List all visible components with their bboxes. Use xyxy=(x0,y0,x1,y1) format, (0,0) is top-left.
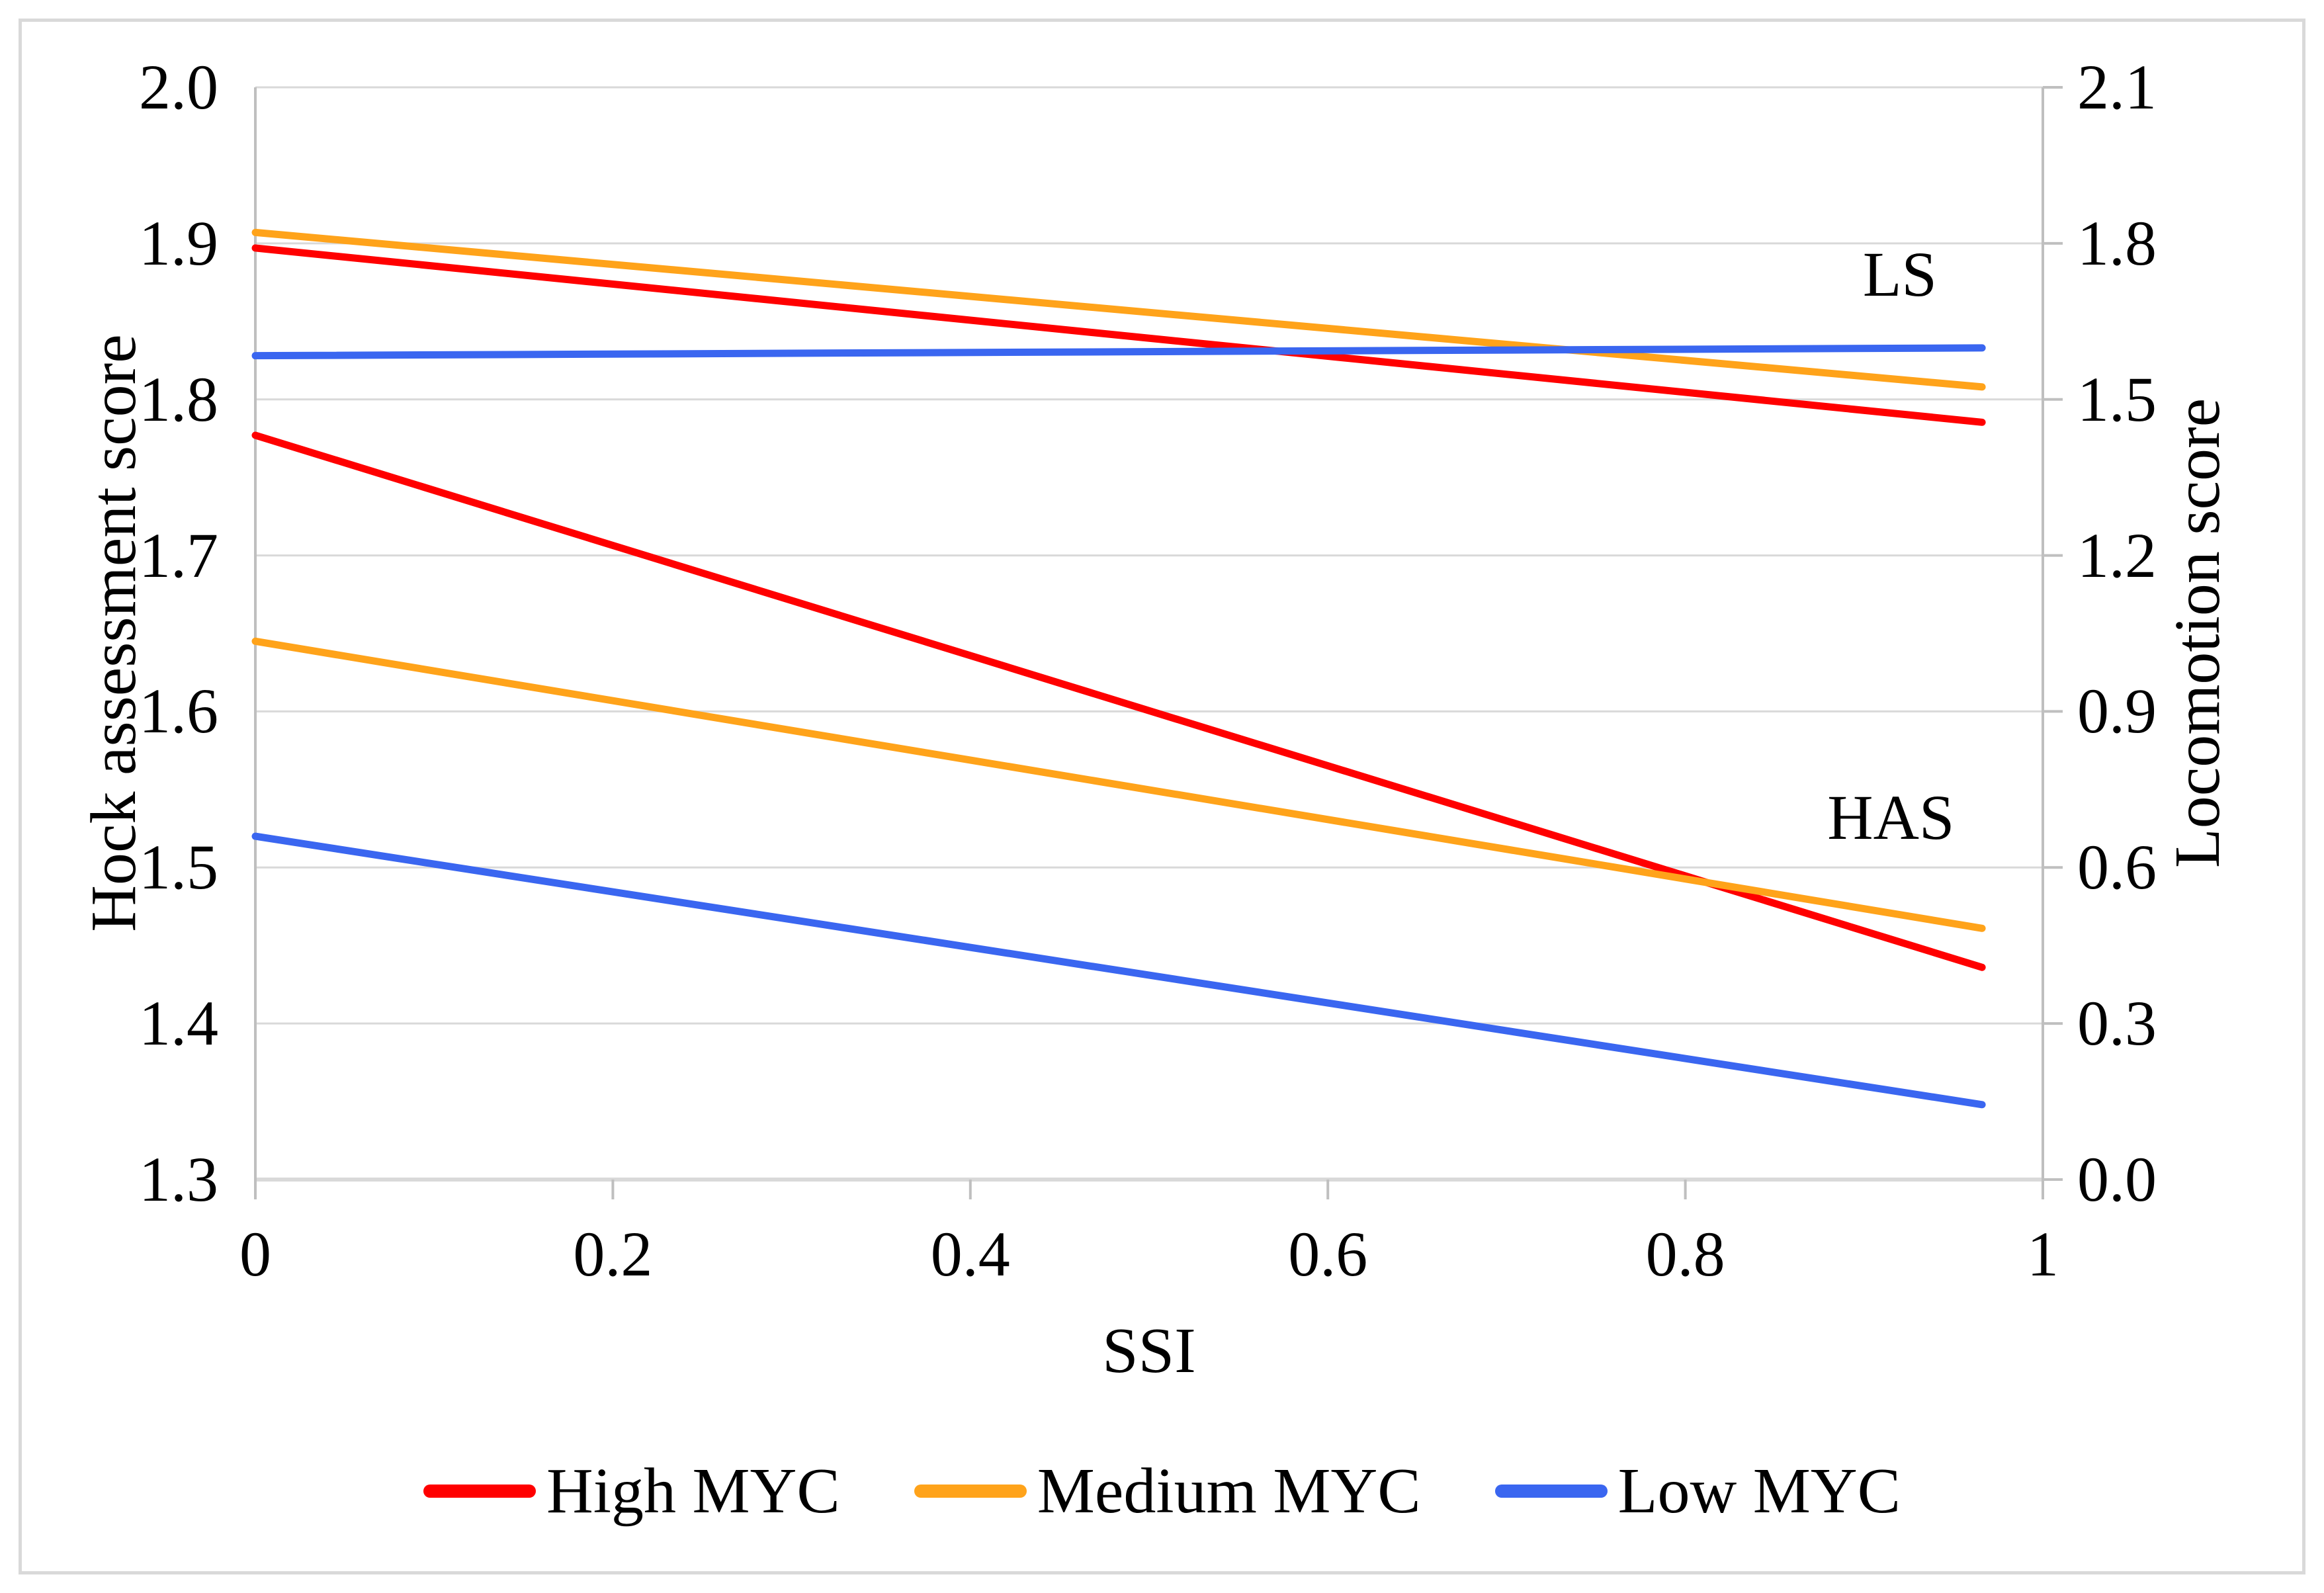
x-axis-title: SSI xyxy=(1102,1315,1196,1387)
x-tick-0: 0 xyxy=(239,1219,271,1289)
legend-swatch-orange xyxy=(914,1485,1027,1498)
right-tick-1.5: 1.5 xyxy=(2077,363,2157,435)
left-tick-2.0: 2.0 xyxy=(139,52,218,122)
legend: High MYC Medium MYC Low MYC xyxy=(0,1459,2324,1524)
series-line-ls-low-myc xyxy=(251,344,1986,360)
legend-swatch-red xyxy=(423,1485,536,1498)
x-tick-0.4: 0.4 xyxy=(930,1219,1010,1289)
x-tick-0.6: 0.6 xyxy=(1288,1219,1368,1289)
series-group-label-ls: LS xyxy=(1862,239,1937,310)
series-line-has-low-myc xyxy=(251,832,1986,1109)
right-tick-0.0: 0.0 xyxy=(2077,1144,2157,1215)
right-tick-0.9: 0.9 xyxy=(2077,675,2157,747)
figure-border xyxy=(19,19,2305,1574)
series-line-ls-high-myc xyxy=(251,244,1986,426)
series-line-has-medium-myc xyxy=(251,637,1986,932)
legend-item-low-myc: Low MYC xyxy=(1494,1455,1901,1527)
x-tick-0.8: 0.8 xyxy=(1645,1219,1725,1289)
x-tick-1: 1 xyxy=(2027,1219,2059,1289)
left-tick-1.5: 1.5 xyxy=(139,832,218,903)
right-axis-title: Locomotion score xyxy=(2162,398,2233,869)
left-tick-1.4: 1.4 xyxy=(139,988,218,1059)
right-tick-2.1: 2.1 xyxy=(2077,52,2157,122)
right-tick-1.8: 1.8 xyxy=(2077,207,2157,279)
legend-label: Low MYC xyxy=(1617,1455,1901,1527)
legend-item-high-myc: High MYC xyxy=(423,1459,840,1524)
x-tick-0.2: 0.2 xyxy=(573,1219,653,1289)
left-tick-1.6: 1.6 xyxy=(139,675,218,747)
legend-label: Medium MYC xyxy=(1037,1455,1421,1527)
left-axis-title: Hock assessment score xyxy=(78,334,150,932)
left-tick-1.3: 1.3 xyxy=(139,1144,218,1215)
legend-swatch-blue xyxy=(1494,1485,1608,1498)
series-group-label-has: HAS xyxy=(1827,781,1955,853)
series-line-ls-medium-myc xyxy=(251,228,1986,391)
right-tick-1.2: 1.2 xyxy=(2077,519,2157,591)
right-tick-0.3: 0.3 xyxy=(2077,988,2157,1059)
right-tick-0.6: 0.6 xyxy=(2077,832,2157,903)
legend-label: High MYC xyxy=(546,1455,840,1527)
left-tick-1.9: 1.9 xyxy=(139,207,218,279)
left-tick-1.7: 1.7 xyxy=(139,519,218,591)
legend-item-medium-myc: Medium MYC xyxy=(914,1459,1421,1524)
left-tick-1.8: 1.8 xyxy=(139,363,218,435)
